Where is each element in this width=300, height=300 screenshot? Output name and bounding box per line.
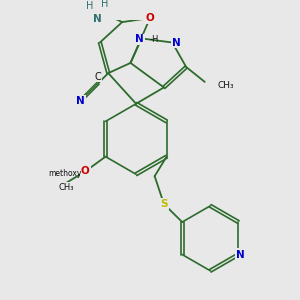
Text: H: H bbox=[86, 1, 93, 11]
Text: N: N bbox=[135, 34, 144, 44]
Text: S: S bbox=[160, 199, 168, 209]
Text: N: N bbox=[172, 38, 180, 47]
Text: C: C bbox=[95, 72, 102, 82]
Text: N: N bbox=[93, 14, 101, 24]
Text: CH₃: CH₃ bbox=[59, 183, 74, 192]
Text: N: N bbox=[236, 250, 245, 260]
Text: O: O bbox=[81, 167, 89, 176]
Text: H: H bbox=[101, 0, 108, 8]
Text: O: O bbox=[146, 13, 154, 23]
Text: -H: -H bbox=[150, 35, 159, 44]
Text: CH₃: CH₃ bbox=[218, 81, 234, 90]
Text: methoxy: methoxy bbox=[48, 169, 81, 178]
Text: N: N bbox=[76, 96, 85, 106]
